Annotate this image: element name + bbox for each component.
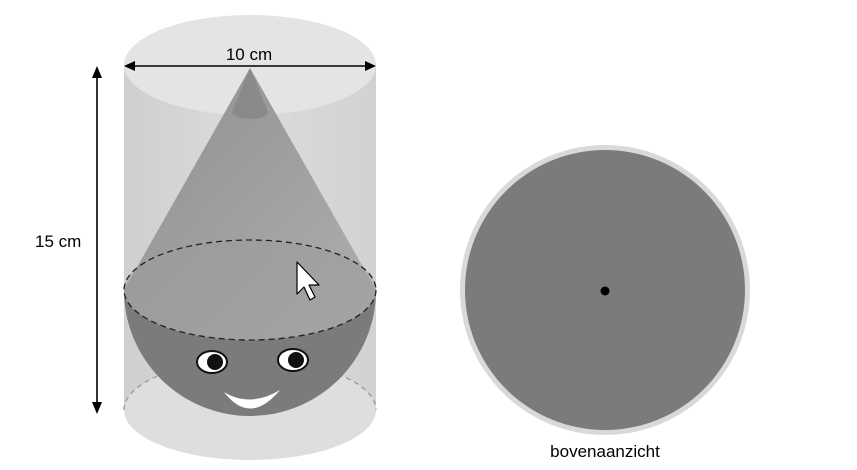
arrowhead-left bbox=[124, 61, 135, 71]
width-dimension: 10 cm bbox=[124, 45, 376, 71]
height-dimension: 15 cm bbox=[35, 66, 102, 414]
smiley-face bbox=[196, 348, 309, 409]
top-view-center-dot bbox=[600, 286, 610, 296]
left-pupil bbox=[207, 354, 223, 370]
mouth bbox=[224, 390, 280, 409]
cylinder-top bbox=[124, 15, 376, 115]
hemisphere-top-face bbox=[124, 240, 376, 340]
hemisphere bbox=[123, 239, 377, 416]
arrowhead-bottom bbox=[92, 402, 102, 414]
width-label: 10 cm bbox=[226, 45, 272, 64]
hemisphere-rim-dashed bbox=[123, 239, 377, 341]
top-view-caption: bovenaanzicht bbox=[550, 442, 660, 461]
hemisphere-body bbox=[124, 290, 376, 416]
cone-tip bbox=[232, 68, 268, 119]
arrowhead-top bbox=[92, 66, 102, 78]
top-view: bovenaanzicht bbox=[460, 145, 750, 461]
arrowhead-right bbox=[365, 61, 376, 71]
mouse-cursor-icon bbox=[296, 261, 320, 301]
height-label: 15 cm bbox=[35, 232, 81, 251]
right-pupil bbox=[288, 352, 304, 368]
